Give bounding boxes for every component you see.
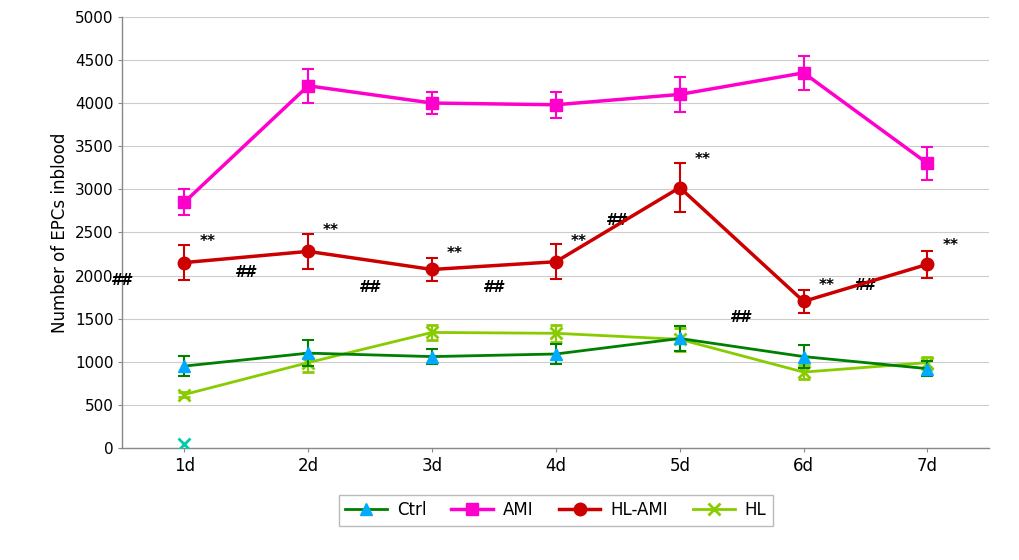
Text: **: ** xyxy=(571,234,586,249)
Text: **: ** xyxy=(817,278,834,292)
Text: ##: ## xyxy=(481,280,502,295)
Text: ##: ## xyxy=(605,213,626,228)
Legend: Ctrl, AMI, HL-AMI, HL: Ctrl, AMI, HL-AMI, HL xyxy=(338,494,772,526)
Text: ##: ## xyxy=(852,278,873,293)
Text: ##: ## xyxy=(233,264,255,279)
Text: **: ** xyxy=(694,152,710,167)
Text: ##: ## xyxy=(729,310,750,325)
Text: **: ** xyxy=(942,238,958,253)
Y-axis label: Number of EPCs inblood: Number of EPCs inblood xyxy=(51,132,69,333)
Text: **: ** xyxy=(199,235,215,249)
Text: **: ** xyxy=(323,223,338,238)
Text: ##: ## xyxy=(110,273,131,288)
Text: ##: ## xyxy=(358,280,379,295)
Text: **: ** xyxy=(446,246,463,260)
